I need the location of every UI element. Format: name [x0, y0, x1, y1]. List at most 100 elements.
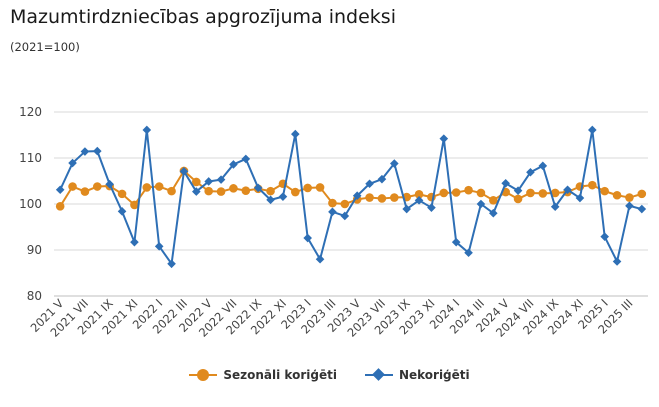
data-point-seasonal — [154, 182, 164, 191]
data-point-unadjusted — [451, 237, 461, 247]
data-point-unadjusted — [204, 177, 213, 186]
data-point-unadjusted — [526, 167, 535, 177]
data-point-unadjusted — [563, 185, 572, 195]
data-point-unadjusted — [105, 179, 114, 189]
data-point-unadjusted — [600, 232, 609, 241]
data-point-unadjusted — [476, 199, 486, 209]
data-point-seasonal — [439, 188, 449, 198]
data-point-seasonal — [117, 189, 127, 199]
data-point-unadjusted — [575, 193, 585, 203]
chart-title: Mazumtirdzniecības apgrozījuma indeksi — [10, 6, 396, 28]
data-point-unadjusted — [55, 185, 65, 195]
data-point-unadjusted — [464, 248, 473, 258]
data-point-seasonal — [390, 193, 399, 202]
data-point-unadjusted — [625, 201, 634, 211]
data-point-seasonal — [142, 183, 152, 192]
data-point-unadjusted — [427, 203, 436, 212]
data-point-unadjusted — [365, 179, 374, 189]
data-point-unadjusted — [328, 207, 337, 217]
data-point-unadjusted — [340, 211, 350, 221]
data-point-seasonal — [241, 186, 251, 195]
data-point-seasonal — [365, 193, 374, 202]
data-point-seasonal — [513, 194, 523, 204]
data-point-unadjusted — [588, 125, 597, 135]
data-point-seasonal — [414, 190, 424, 199]
data-point-unadjusted — [179, 167, 189, 176]
data-point-unadjusted — [80, 147, 90, 156]
data-point-seasonal — [464, 185, 473, 195]
y-tick-label-120: 120 — [19, 105, 42, 119]
data-point-unadjusted — [192, 187, 201, 196]
data-point-unadjusted — [414, 196, 424, 205]
chart-subtitle: (2021=100) — [10, 40, 80, 54]
data-point-seasonal — [80, 187, 90, 196]
data-point-unadjusted — [266, 195, 275, 205]
data-point-seasonal — [192, 177, 201, 187]
data-point-seasonal — [68, 182, 77, 191]
data-point-unadjusted — [637, 204, 647, 214]
data-point-seasonal — [303, 183, 312, 193]
data-point-seasonal — [328, 198, 337, 208]
data-point-unadjusted — [315, 254, 325, 264]
data-point-unadjusted — [550, 202, 560, 212]
data-point-unadjusted — [154, 242, 164, 251]
series-line-1 — [59, 128, 643, 265]
data-point-seasonal — [600, 186, 609, 196]
data-point-unadjusted — [303, 233, 312, 243]
data-point-seasonal — [526, 188, 535, 198]
data-point-unadjusted — [93, 146, 102, 156]
y-tick-label-80: 80 — [27, 289, 42, 303]
legend-label-seasonally-adjusted: Sezonāli koriģēti — [223, 368, 337, 382]
data-point-seasonal — [377, 194, 387, 203]
data-point-seasonal — [550, 188, 560, 198]
data-point-seasonal — [167, 186, 176, 196]
data-point-seasonal — [451, 188, 461, 197]
data-point-unadjusted — [278, 192, 288, 201]
data-point-seasonal — [216, 187, 226, 196]
data-point-unadjusted — [439, 134, 449, 143]
blue-diamond-marker-icon — [364, 368, 393, 381]
data-point-unadjusted — [489, 208, 498, 218]
data-point-unadjusted — [402, 204, 411, 214]
data-point-seasonal — [291, 187, 300, 197]
data-point-unadjusted — [538, 161, 548, 171]
data-point-seasonal — [93, 182, 102, 191]
data-point-seasonal — [204, 186, 213, 196]
legend-item-seasonally-adjusted[interactable]: Sezonāli koriģēti — [189, 368, 337, 382]
data-point-seasonal — [340, 199, 350, 209]
data-point-seasonal — [229, 184, 238, 193]
data-point-seasonal — [315, 183, 325, 192]
legend: Sezonāli koriģēti Nekoriģēti — [0, 368, 659, 382]
data-point-unadjusted — [130, 237, 139, 247]
legend-item-unadjusted[interactable]: Nekoriģēti — [364, 368, 470, 382]
data-point-unadjusted — [513, 186, 523, 195]
data-point-unadjusted — [390, 159, 399, 168]
y-tick-label-100: 100 — [19, 197, 42, 211]
data-point-seasonal — [612, 190, 622, 200]
y-tick-label-110: 110 — [19, 151, 42, 165]
data-point-seasonal — [130, 200, 139, 210]
data-point-seasonal — [476, 188, 486, 198]
data-point-unadjusted — [241, 154, 251, 164]
y-tick-label-90: 90 — [27, 243, 42, 257]
data-point-seasonal — [625, 193, 634, 202]
data-point-unadjusted — [291, 129, 300, 139]
data-point-unadjusted — [216, 175, 226, 184]
data-point-seasonal — [538, 189, 548, 198]
data-point-seasonal — [55, 202, 65, 211]
data-point-unadjusted — [253, 183, 263, 193]
data-point-unadjusted — [142, 125, 152, 135]
data-point-seasonal — [266, 186, 275, 196]
legend-label-unadjusted: Nekoriģēti — [398, 368, 470, 382]
data-point-unadjusted — [229, 160, 238, 169]
data-point-unadjusted — [612, 257, 622, 266]
data-point-seasonal — [489, 196, 498, 205]
data-point-unadjusted — [68, 158, 77, 168]
data-point-unadjusted — [352, 191, 362, 201]
data-point-unadjusted — [117, 207, 127, 216]
data-point-unadjusted — [377, 174, 387, 184]
data-point-seasonal — [588, 180, 597, 190]
data-point-seasonal — [637, 189, 647, 199]
